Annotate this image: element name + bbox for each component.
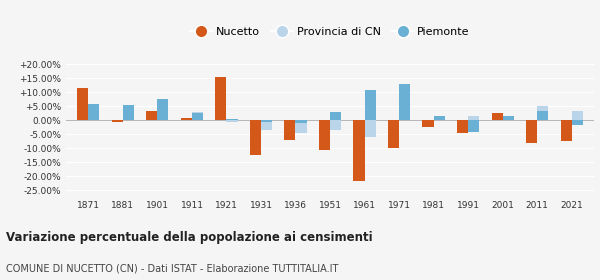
Bar bbox=[388, 120, 399, 148]
Bar bbox=[226, 120, 238, 122]
Bar bbox=[284, 120, 295, 140]
Bar bbox=[560, 120, 572, 141]
Bar bbox=[434, 116, 445, 120]
Bar bbox=[537, 106, 548, 120]
Bar bbox=[146, 111, 157, 120]
Bar bbox=[491, 113, 503, 120]
Bar bbox=[295, 120, 307, 133]
Legend: Nucetto, Provincia di CN, Piemonte: Nucetto, Provincia di CN, Piemonte bbox=[186, 22, 474, 41]
Bar bbox=[330, 120, 341, 130]
Bar bbox=[537, 111, 548, 120]
Bar bbox=[526, 120, 537, 143]
Text: COMUNE DI NUCETTO (CN) - Dati ISTAT - Elaborazione TUTTITALIA.IT: COMUNE DI NUCETTO (CN) - Dati ISTAT - El… bbox=[6, 263, 338, 273]
Bar bbox=[399, 84, 410, 120]
Bar bbox=[572, 120, 583, 125]
Bar bbox=[319, 120, 330, 150]
Bar bbox=[192, 113, 203, 120]
Bar bbox=[295, 120, 307, 123]
Bar bbox=[434, 116, 445, 120]
Bar bbox=[192, 112, 203, 120]
Bar bbox=[365, 120, 376, 137]
Bar bbox=[503, 116, 514, 120]
Bar bbox=[123, 105, 134, 120]
Bar bbox=[123, 115, 134, 120]
Bar bbox=[422, 120, 434, 127]
Bar bbox=[112, 120, 123, 122]
Bar bbox=[181, 118, 192, 120]
Bar bbox=[226, 119, 238, 120]
Bar bbox=[503, 116, 514, 120]
Bar bbox=[353, 120, 365, 181]
Bar bbox=[457, 120, 468, 133]
Bar bbox=[88, 104, 100, 120]
Bar bbox=[572, 111, 583, 120]
Bar bbox=[399, 119, 410, 120]
Bar bbox=[77, 88, 88, 120]
Bar bbox=[261, 120, 272, 122]
Bar bbox=[88, 112, 100, 120]
Bar bbox=[468, 116, 479, 120]
Bar bbox=[215, 77, 226, 120]
Bar bbox=[157, 115, 169, 120]
Text: Variazione percentuale della popolazione ai censimenti: Variazione percentuale della popolazione… bbox=[6, 231, 373, 244]
Bar bbox=[365, 90, 376, 120]
Bar bbox=[250, 120, 261, 155]
Bar bbox=[157, 99, 169, 120]
Bar bbox=[330, 112, 341, 120]
Bar bbox=[261, 120, 272, 130]
Bar bbox=[468, 120, 479, 132]
